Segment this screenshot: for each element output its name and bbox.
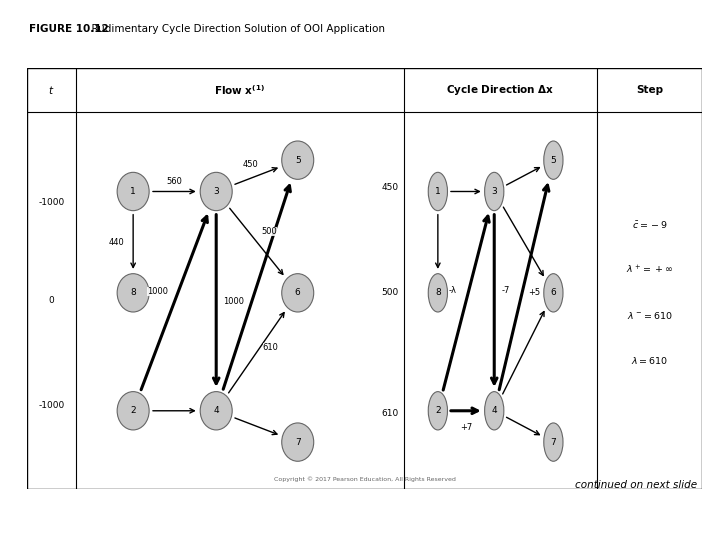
- Text: $\bar{c} = -9$: $\bar{c} = -9$: [631, 219, 667, 231]
- Text: 450: 450: [243, 160, 258, 169]
- Text: +7: +7: [460, 423, 472, 432]
- Text: 2: 2: [435, 406, 441, 415]
- Text: 6: 6: [551, 288, 557, 298]
- Text: -1000: -1000: [39, 198, 65, 207]
- Text: -7: -7: [501, 286, 510, 295]
- Text: 8: 8: [130, 288, 136, 298]
- Text: +5: +5: [528, 288, 540, 298]
- Text: 610: 610: [381, 409, 398, 418]
- Circle shape: [428, 172, 447, 211]
- Text: $\lambda^+ = +\infty$: $\lambda^+ = +\infty$: [626, 264, 673, 276]
- Text: 8: 8: [435, 288, 441, 298]
- Text: Copyright © 2017, 1998 by Pearson Education, Inc.
All Rights Reserved: Copyright © 2017, 1998 by Pearson Educat…: [374, 510, 555, 525]
- Text: 6: 6: [295, 288, 301, 298]
- Text: 1: 1: [130, 187, 136, 196]
- Circle shape: [282, 141, 314, 179]
- Text: 450: 450: [382, 183, 398, 192]
- Text: 1000: 1000: [148, 287, 168, 296]
- Text: -λ: -λ: [448, 286, 456, 295]
- Text: $t$: $t$: [48, 84, 55, 96]
- Circle shape: [485, 172, 504, 211]
- Text: 1000: 1000: [222, 296, 243, 306]
- Circle shape: [200, 392, 233, 430]
- Text: ALWAYS LEARNING: ALWAYS LEARNING: [11, 509, 96, 518]
- Circle shape: [428, 392, 447, 430]
- Text: 500: 500: [261, 227, 277, 237]
- Text: Rudimentary Cycle Direction Solution of OOI Application: Rudimentary Cycle Direction Solution of …: [85, 24, 385, 35]
- Text: 3: 3: [491, 187, 497, 196]
- Text: Cycle Direction $\mathbf{\Delta x}$: Cycle Direction $\mathbf{\Delta x}$: [446, 83, 555, 97]
- Text: FIGURE 10.12: FIGURE 10.12: [29, 24, 109, 35]
- Circle shape: [200, 172, 233, 211]
- Text: -1000: -1000: [39, 401, 65, 410]
- Text: Step: Step: [636, 85, 663, 94]
- Text: Optimization in Operations Research, 2e
Ronald L. Rardin: Optimization in Operations Research, 2e …: [112, 510, 253, 524]
- Circle shape: [485, 392, 504, 430]
- Text: 5: 5: [551, 156, 557, 165]
- Text: $\lambda = 610$: $\lambda = 610$: [631, 355, 668, 366]
- Text: 7: 7: [551, 437, 557, 447]
- Text: 500: 500: [381, 288, 398, 297]
- Circle shape: [282, 274, 314, 312]
- Text: Copyright © 2017 Pearson Education, All Rights Reserved: Copyright © 2017 Pearson Education, All …: [274, 477, 456, 482]
- Circle shape: [428, 274, 447, 312]
- Circle shape: [117, 392, 149, 430]
- Text: Flow $\mathbf{x^{(1)}}$: Flow $\mathbf{x^{(1)}}$: [215, 83, 265, 97]
- Circle shape: [544, 141, 563, 179]
- Text: 3: 3: [213, 187, 219, 196]
- Text: continued on next slide: continued on next slide: [575, 480, 697, 490]
- Text: 2: 2: [130, 406, 136, 415]
- Text: 0: 0: [49, 296, 55, 305]
- Circle shape: [117, 274, 149, 312]
- Circle shape: [544, 423, 563, 461]
- Text: 4: 4: [492, 406, 497, 415]
- Circle shape: [117, 172, 149, 211]
- Text: 560: 560: [167, 177, 183, 186]
- Text: 4: 4: [213, 406, 219, 415]
- Text: PEARSON: PEARSON: [636, 511, 711, 525]
- Circle shape: [282, 423, 314, 461]
- Text: 1: 1: [435, 187, 441, 196]
- Text: $\lambda^- = 610$: $\lambda^- = 610$: [626, 310, 673, 321]
- Circle shape: [544, 274, 563, 312]
- Text: 440: 440: [108, 238, 124, 247]
- Text: 5: 5: [295, 156, 301, 165]
- Text: 7: 7: [295, 437, 301, 447]
- Text: 610: 610: [263, 343, 279, 352]
